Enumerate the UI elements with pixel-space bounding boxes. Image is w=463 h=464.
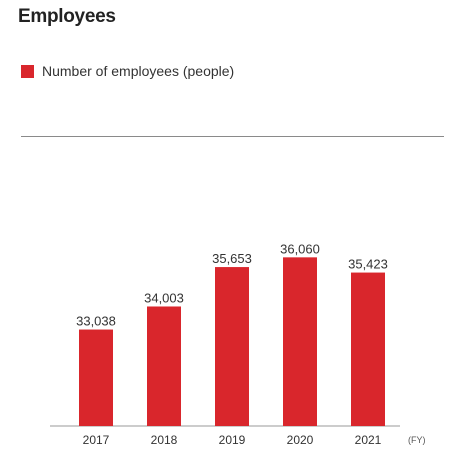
divider-line (21, 136, 444, 137)
chart-title: Employees (18, 6, 116, 27)
data-label-2018: 34,003 (144, 290, 184, 305)
x-axis-unit: (FY) (408, 435, 426, 445)
x-tick-2018: 2018 (151, 433, 178, 447)
bar-2018 (147, 306, 181, 426)
legend-label: Number of employees (people) (42, 63, 235, 79)
legend-swatch (21, 64, 34, 78)
x-tick-2021: 2021 (355, 433, 382, 447)
legend: Number of employees (people) (21, 63, 234, 79)
bar-2020 (283, 257, 317, 426)
x-tick-2019: 2019 (219, 433, 246, 447)
bar-2019 (215, 267, 249, 426)
bar-2021 (351, 272, 385, 426)
x-tick-2017: 2017 (83, 433, 110, 447)
data-label-2020: 36,060 (280, 241, 320, 256)
data-label-2021: 35,423 (348, 257, 388, 272)
x-tick-2020: 2020 (287, 433, 314, 447)
data-label-2017: 33,038 (76, 314, 116, 329)
bar-2017 (79, 329, 113, 426)
data-label-2019: 35,653 (212, 251, 252, 266)
